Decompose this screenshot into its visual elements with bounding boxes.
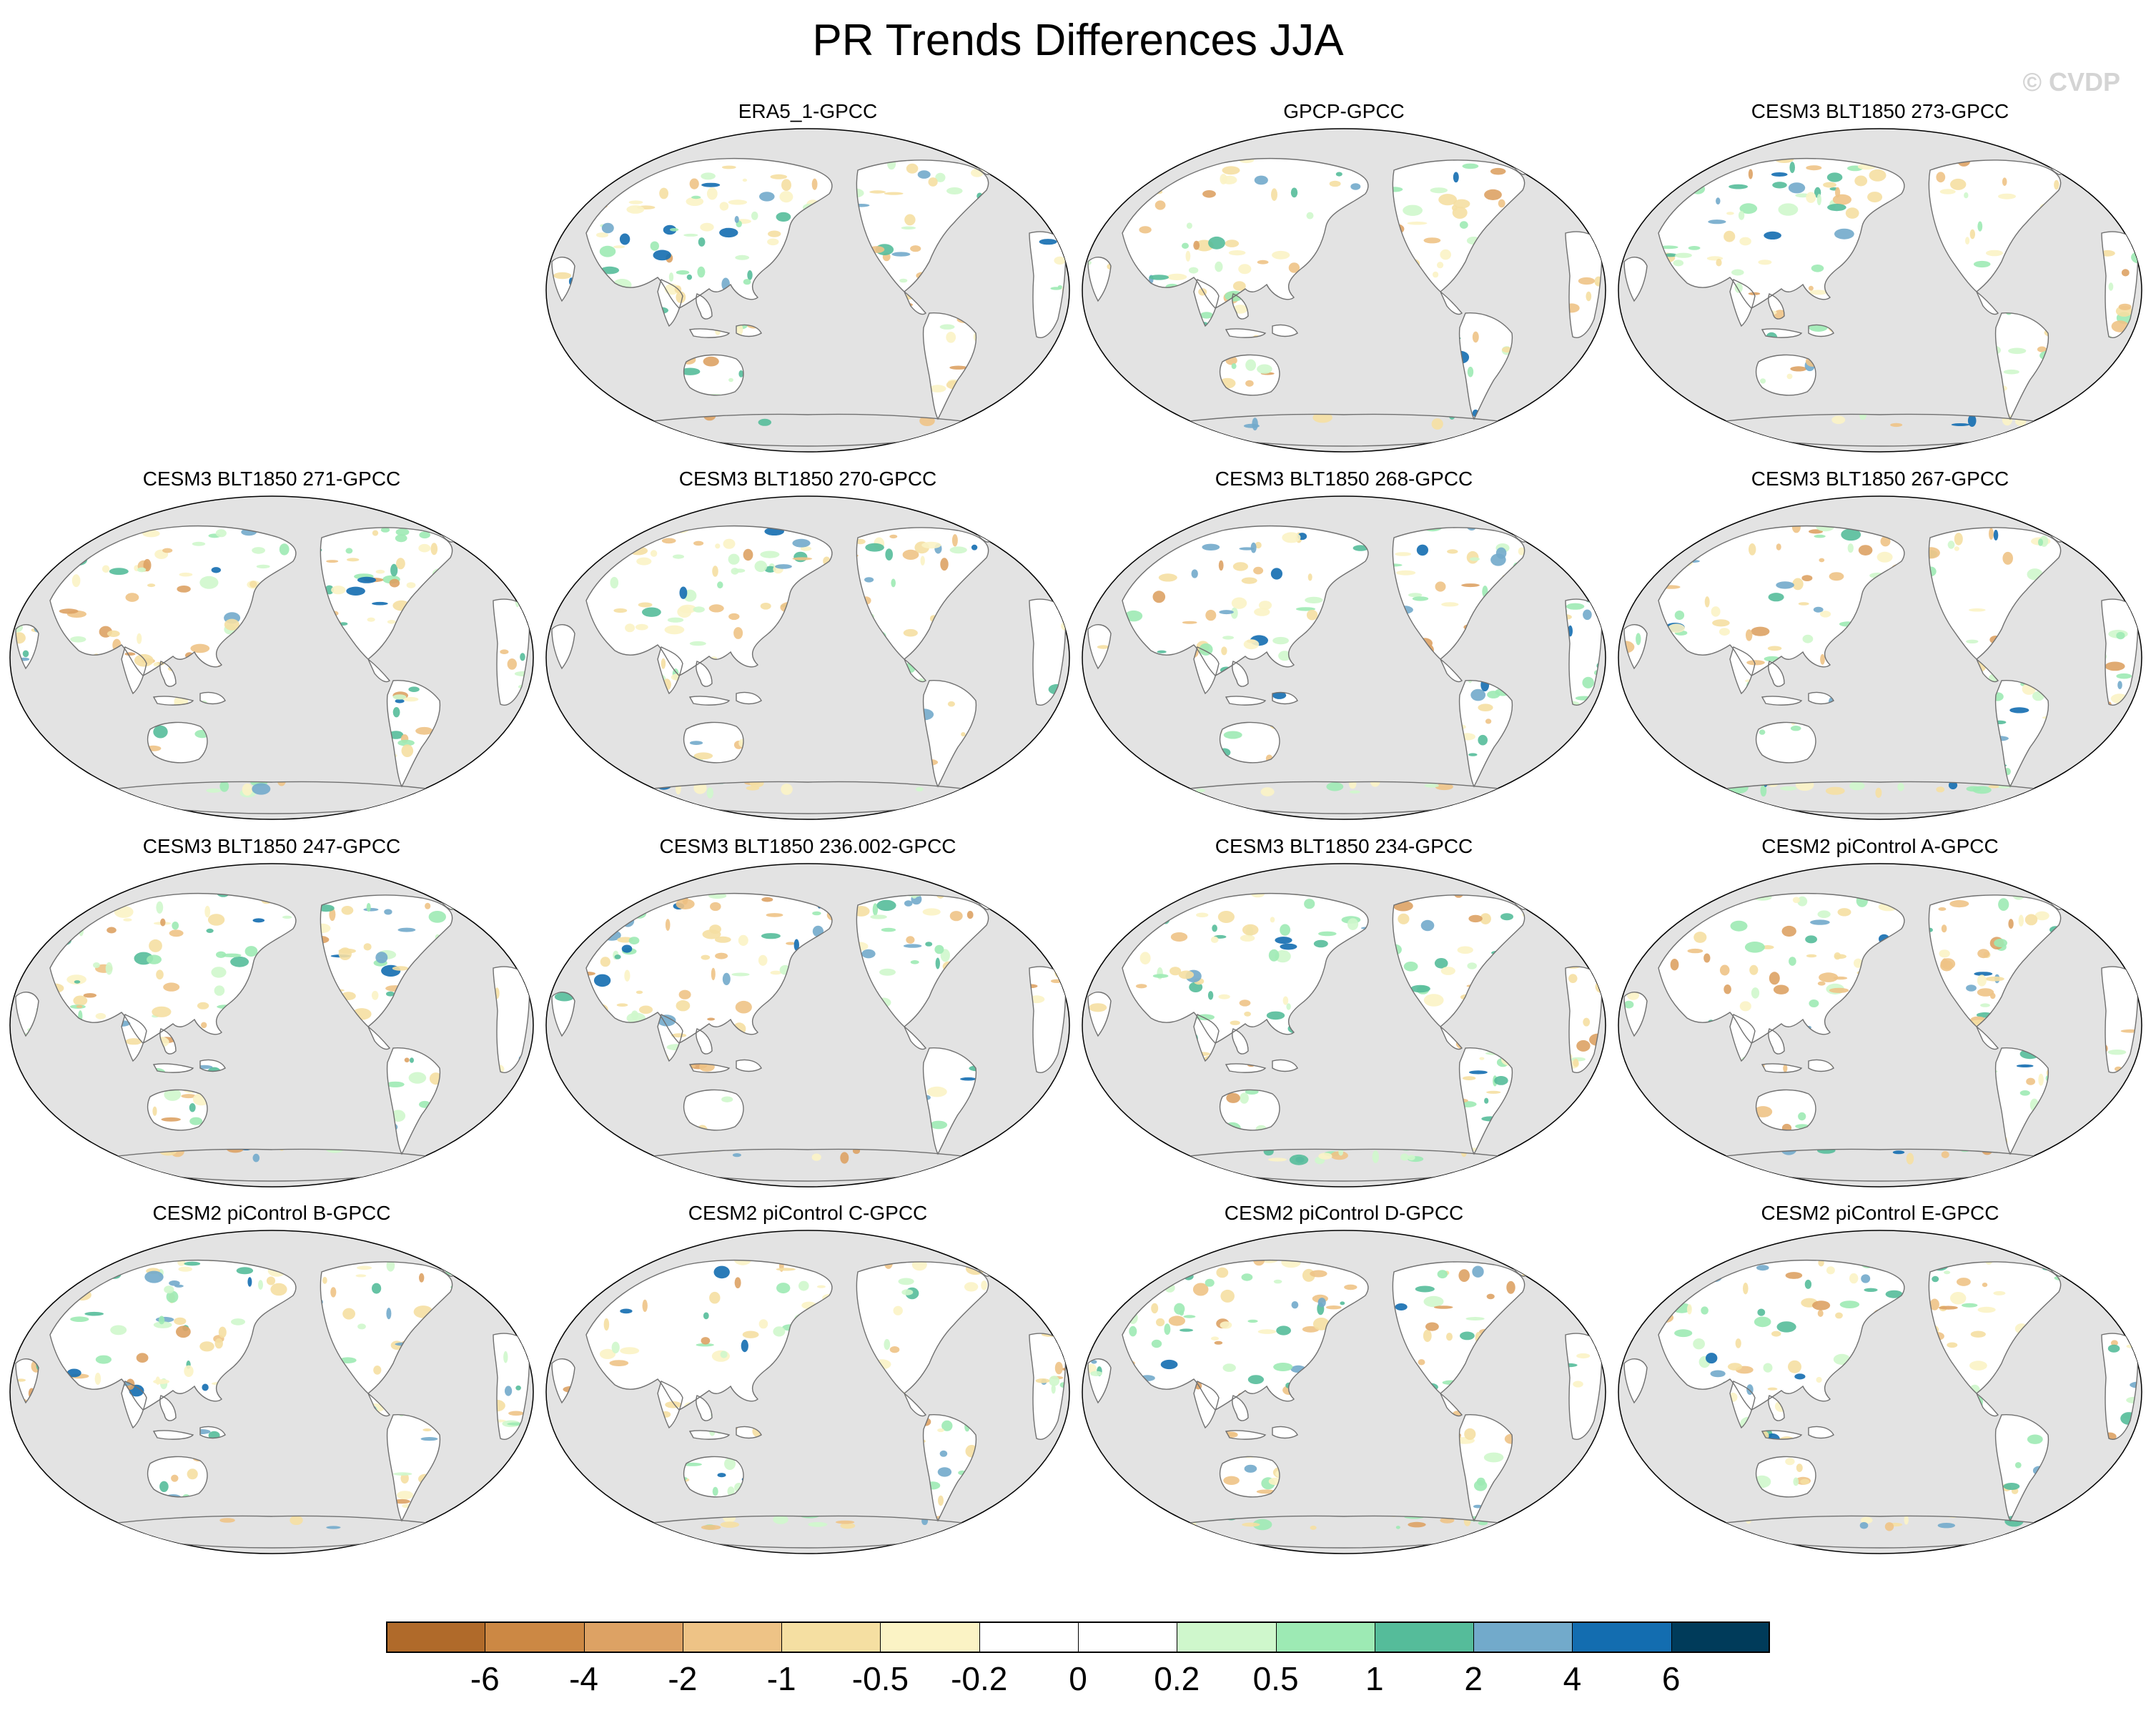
map-panel: CESM3 BLT1850 236.002-GPCC <box>543 832 1072 1190</box>
panel-title: CESM3 BLT1850 236.002-GPCC <box>659 835 956 857</box>
panel-title: CESM3 BLT1850 234-GPCC <box>1215 835 1473 857</box>
land-mass <box>1624 144 2138 446</box>
colorbar-tick-label: 6 <box>1661 1660 1681 1697</box>
land-mass <box>1088 144 1602 446</box>
colorbar-box <box>880 1621 979 1653</box>
colorbar-tick-label: 2 <box>1464 1660 1483 1697</box>
world-map <box>545 495 1070 820</box>
map-panel: CESM3 BLT1850 268-GPCC <box>1079 465 1608 822</box>
panel-title: CESM3 BLT1850 271-GPCC <box>142 468 401 490</box>
panel-title: ERA5_1-GPCC <box>738 100 878 122</box>
colorbar-tick-label: -2 <box>668 1660 698 1697</box>
colorbar-tick-label: 0 <box>1069 1660 1087 1697</box>
colorbar-box <box>1473 1621 1573 1653</box>
world-map <box>545 128 1070 453</box>
panel-title: CESM3 BLT1850 247-GPCC <box>142 835 401 857</box>
land-mass <box>1624 879 2138 1181</box>
world-map <box>1618 128 2142 453</box>
colorbar-tick-label: -0.2 <box>951 1660 1008 1697</box>
colorbar-box <box>1177 1621 1276 1653</box>
world-map <box>9 495 534 820</box>
land-mass <box>16 1245 530 1548</box>
map-panel: CESM2 piControl C-GPCC <box>543 1199 1072 1556</box>
world-map <box>1618 863 2142 1188</box>
world-map <box>545 863 1070 1188</box>
colorbar-box <box>1374 1621 1474 1653</box>
panel-title: CESM3 BLT1850 270-GPCC <box>678 468 937 490</box>
world-map <box>545 1230 1070 1554</box>
panel-title: CESM3 BLT1850 268-GPCC <box>1215 468 1473 490</box>
colorbar-box <box>781 1621 881 1653</box>
colorbar-tick-label: -1 <box>766 1660 796 1697</box>
land-mass <box>552 879 1066 1181</box>
panel-title: CESM3 BLT1850 273-GPCC <box>1751 100 2009 122</box>
colorbar-box <box>583 1621 683 1653</box>
map-panel: CESM3 BLT1850 234-GPCC <box>1079 832 1608 1190</box>
figure-title: PR Trends Differences JJA <box>812 16 1344 65</box>
panel-title: CESM2 piControl B-GPCC <box>152 1202 391 1224</box>
colorbar-box <box>485 1621 584 1653</box>
map-panel: CESM3 BLT1850 271-GPCC <box>7 465 536 822</box>
land-mass <box>1624 511 2138 814</box>
colorbar-tick-label: -4 <box>569 1660 599 1697</box>
world-map <box>1082 1230 1606 1554</box>
colorbar-tick-label: 0.2 <box>1154 1660 1200 1697</box>
world-map <box>1618 495 2142 820</box>
panel-title: CESM2 piControl E-GPCC <box>1761 1202 1999 1224</box>
map-panel: GPCP-GPCC <box>1079 97 1608 455</box>
map-panel: CESM2 piControl A-GPCC <box>1616 832 2145 1190</box>
map-panel: CESM3 BLT1850 273-GPCC <box>1616 97 2145 455</box>
map-panel: CESM2 piControl E-GPCC <box>1616 1199 2145 1556</box>
world-map <box>1082 863 1606 1188</box>
colorbar-tick-label: 4 <box>1563 1660 1582 1697</box>
map-panel: CESM3 BLT1850 267-GPCC <box>1616 465 2145 822</box>
panel-title: CESM2 piControl D-GPCC <box>1224 1202 1464 1224</box>
colorbar-tick-label: -0.5 <box>851 1660 909 1697</box>
map-panel: CESM3 BLT1850 247-GPCC <box>7 832 536 1190</box>
colorbar-box <box>386 1621 485 1653</box>
panel-title: CESM2 piControl A-GPCC <box>1761 835 1999 857</box>
colorbar <box>386 1621 1770 1656</box>
colorbar-box <box>1572 1621 1671 1653</box>
world-map <box>1082 495 1606 820</box>
panel-title: CESM3 BLT1850 267-GPCC <box>1751 468 2009 490</box>
world-map <box>1618 1230 2142 1554</box>
map-panel: CESM3 BLT1850 270-GPCC <box>543 465 1072 822</box>
colorbar-box <box>682 1621 782 1653</box>
colorbar-tick-label: -6 <box>470 1660 500 1697</box>
panel-title: CESM2 piControl C-GPCC <box>688 1202 928 1224</box>
colorbar-box <box>1275 1621 1375 1653</box>
colorbar-tick-label: 1 <box>1365 1660 1384 1697</box>
world-map <box>1082 128 1606 453</box>
world-map <box>9 1230 534 1554</box>
colorbar-box <box>1671 1621 1770 1653</box>
panel-title: GPCP-GPCC <box>1283 100 1405 122</box>
colorbar-tick-label: 0.5 <box>1252 1660 1299 1697</box>
map-panel: ERA5_1-GPCC <box>543 97 1072 455</box>
colorbar-box <box>1078 1621 1177 1653</box>
coastlines <box>15 1245 530 1549</box>
map-panel: CESM2 piControl D-GPCC <box>1079 1199 1608 1556</box>
world-map <box>9 863 534 1188</box>
land-mass <box>552 144 1066 446</box>
colorbar-box <box>979 1621 1078 1653</box>
map-panel: CESM2 piControl B-GPCC <box>7 1199 536 1556</box>
coastlines <box>15 510 530 814</box>
watermark: © CVDP <box>2022 67 2120 97</box>
